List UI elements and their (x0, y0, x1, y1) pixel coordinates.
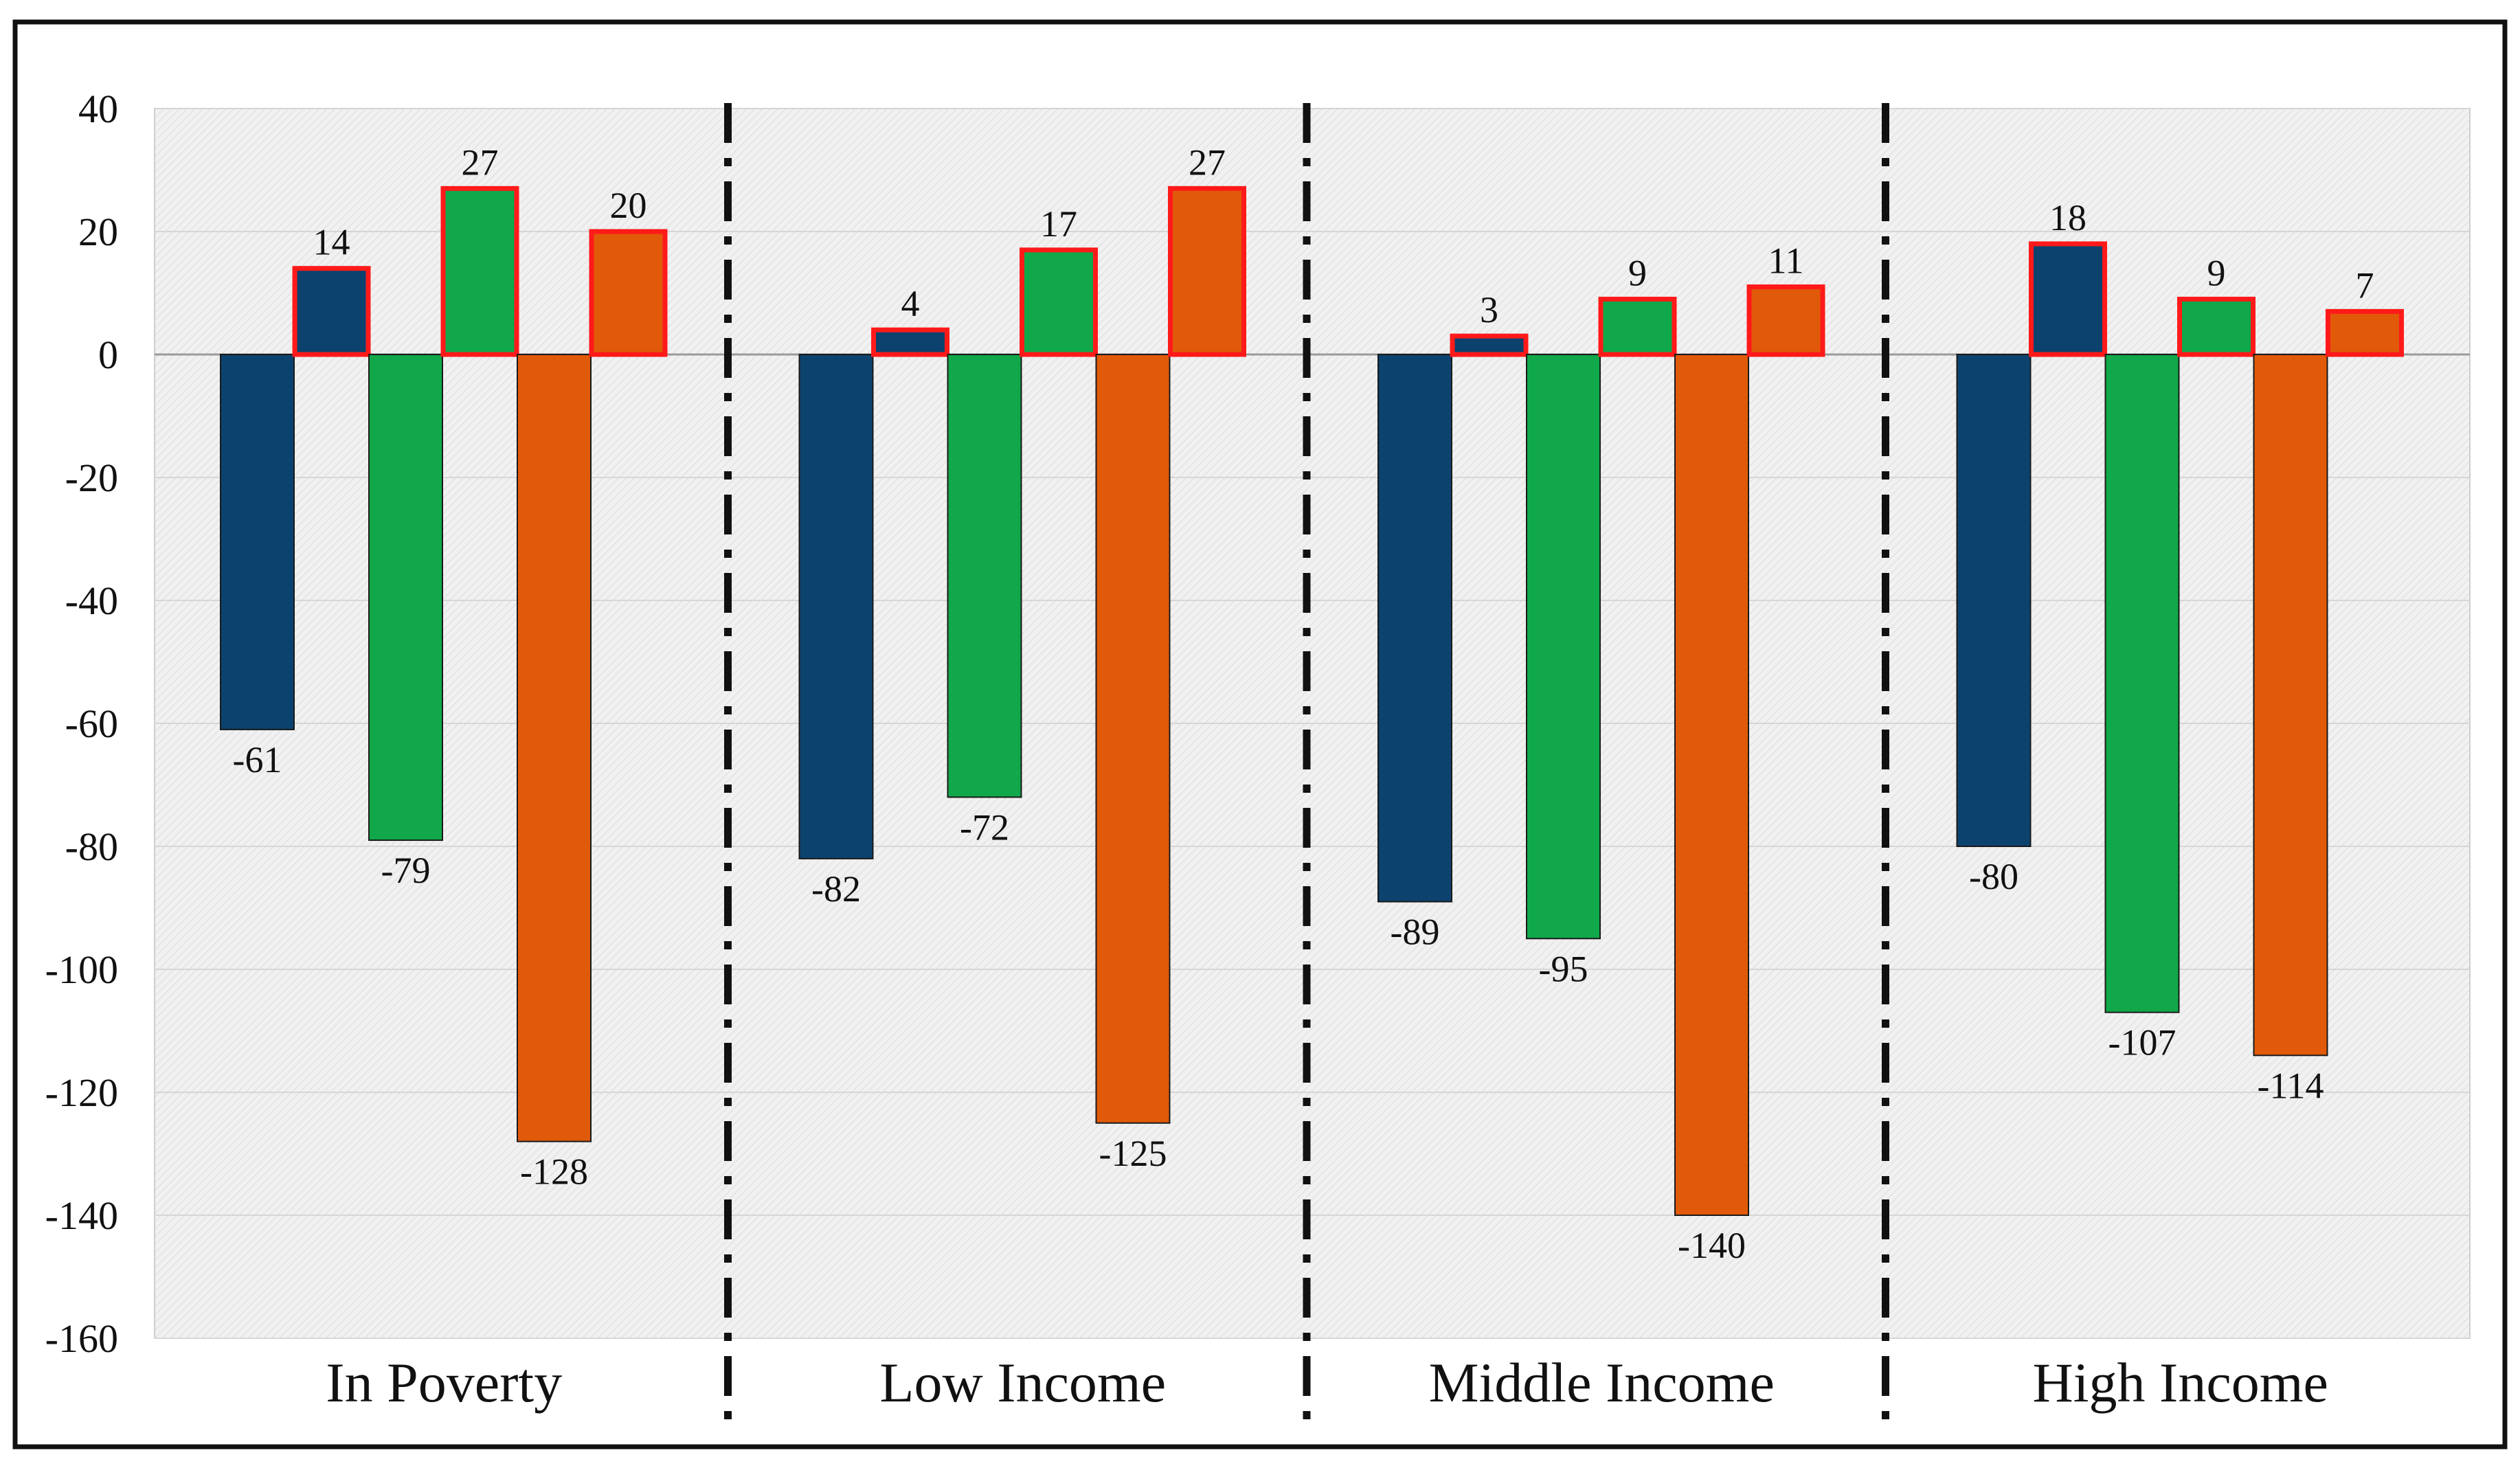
y-axis-tick-labels: 40 20 0 -20 -40 -60 -80 -100 -120 -140 -160 (45, 87, 118, 1361)
data-label: 11 (1768, 240, 1804, 282)
y-tick-label: 0 (98, 332, 118, 377)
y-tick-label: -120 (45, 1070, 118, 1115)
data-label: 3 (1480, 289, 1498, 330)
data-label: 27 (462, 142, 499, 183)
data-labels: -61 14 -79 27 -128 20 -82 4 -72 17 -125 27 -89 3 -95 9 -… (233, 142, 2374, 1266)
bar (1526, 354, 1601, 940)
bars (220, 185, 2404, 1216)
bar (1377, 354, 1452, 903)
data-label: -61 (233, 739, 282, 780)
bar (2326, 308, 2404, 357)
data-label: -95 (1539, 948, 1588, 989)
data-label: 7 (2356, 264, 2374, 306)
bar (1598, 296, 1677, 357)
data-label: -128 (520, 1151, 588, 1193)
bar (440, 185, 519, 357)
bar (871, 327, 949, 357)
bar (1956, 354, 2032, 847)
data-label: 18 (2049, 197, 2086, 238)
category-label: In Poverty (326, 1351, 562, 1414)
data-label: -107 (2108, 1022, 2176, 1063)
data-label: 17 (1040, 203, 1077, 245)
y-tick-label: -100 (45, 947, 118, 992)
category-label: Middle Income (1429, 1351, 1775, 1414)
bar (368, 354, 443, 842)
data-label: -82 (811, 868, 861, 910)
bar (1168, 185, 1246, 357)
y-tick-label: 40 (78, 87, 118, 131)
data-label: 9 (1628, 252, 1647, 293)
bar (292, 266, 371, 357)
bar (2253, 354, 2328, 1057)
data-label: 4 (901, 283, 920, 324)
data-label: 14 (313, 222, 350, 263)
data-label: -80 (1969, 856, 2018, 897)
data-label: -72 (960, 807, 1009, 848)
data-label: -79 (381, 850, 431, 891)
bar (1095, 354, 1171, 1124)
bar (1450, 333, 1529, 357)
data-label: -125 (1099, 1133, 1167, 1174)
y-tick-label: -60 (65, 701, 118, 746)
y-tick-label: -160 (45, 1316, 118, 1361)
data-label: 20 (610, 185, 647, 226)
y-tick-label: -140 (45, 1193, 118, 1238)
y-tick-label: -40 (65, 578, 118, 623)
y-tick-label: -80 (65, 824, 118, 869)
bar (798, 354, 874, 859)
bar (1020, 247, 1098, 357)
y-tick-label: 20 (78, 210, 118, 254)
category-label: Low Income (879, 1351, 1166, 1414)
category-labels: In Poverty Low Income Middle Income High In… (326, 1351, 2328, 1414)
data-label: -140 (1678, 1225, 1746, 1266)
bar (589, 229, 668, 357)
data-label: 27 (1189, 142, 1226, 183)
data-label: -89 (1391, 912, 1440, 953)
bar (517, 354, 592, 1142)
bar (1746, 284, 1825, 357)
data-label: -114 (2258, 1065, 2324, 1106)
bar (2104, 354, 2180, 1013)
data-label: 9 (2207, 252, 2226, 293)
y-tick-label: -20 (65, 455, 118, 500)
category-label: High Income (2033, 1351, 2328, 1414)
bar (1674, 354, 1749, 1216)
group-separators (724, 103, 1889, 1429)
bar (220, 354, 295, 730)
bar (2029, 241, 2107, 357)
bar (947, 354, 1022, 798)
bar (2177, 296, 2255, 357)
